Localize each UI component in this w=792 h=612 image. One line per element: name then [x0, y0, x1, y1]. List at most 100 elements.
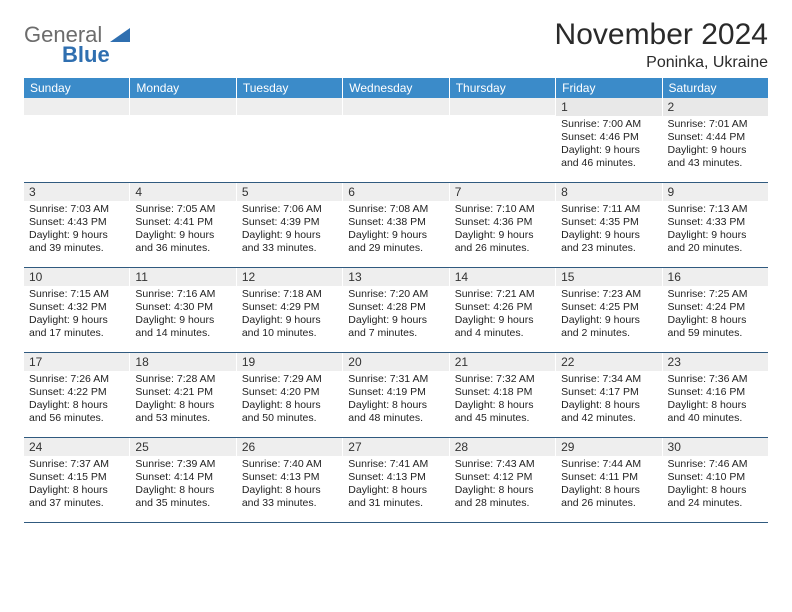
- daylight-text: Daylight: 8 hours and 24 minutes.: [668, 484, 763, 510]
- day-cell: 27Sunrise: 7:41 AMSunset: 4:13 PMDayligh…: [343, 438, 449, 522]
- day-number: 15: [556, 268, 661, 286]
- sunset-text: Sunset: 4:18 PM: [455, 386, 550, 399]
- sunset-text: Sunset: 4:19 PM: [348, 386, 443, 399]
- sunset-text: Sunset: 4:17 PM: [561, 386, 656, 399]
- week-row: 10Sunrise: 7:15 AMSunset: 4:32 PMDayligh…: [24, 268, 768, 353]
- day-number: 25: [130, 438, 235, 456]
- sunrise-text: Sunrise: 7:26 AM: [29, 373, 124, 386]
- daylight-text: Daylight: 9 hours and 29 minutes.: [348, 229, 443, 255]
- sunrise-text: Sunrise: 7:34 AM: [561, 373, 656, 386]
- sunset-text: Sunset: 4:41 PM: [135, 216, 230, 229]
- day-number: 26: [237, 438, 342, 456]
- sunset-text: Sunset: 4:30 PM: [135, 301, 230, 314]
- day-body: Sunrise: 7:40 AMSunset: 4:13 PMDaylight:…: [237, 456, 342, 515]
- daylight-text: Daylight: 9 hours and 36 minutes.: [135, 229, 230, 255]
- daylight-text: Daylight: 8 hours and 31 minutes.: [348, 484, 443, 510]
- day-body: Sunrise: 7:10 AMSunset: 4:36 PMDaylight:…: [450, 201, 555, 260]
- sunrise-text: Sunrise: 7:37 AM: [29, 458, 124, 471]
- day-number: 19: [237, 353, 342, 371]
- day-body: Sunrise: 7:00 AMSunset: 4:46 PMDaylight:…: [556, 116, 661, 175]
- sunrise-text: Sunrise: 7:20 AM: [348, 288, 443, 301]
- day-number: 27: [343, 438, 448, 456]
- day-cell: 8Sunrise: 7:11 AMSunset: 4:35 PMDaylight…: [556, 183, 662, 267]
- sunrise-text: Sunrise: 7:10 AM: [455, 203, 550, 216]
- location: Poninka, Ukraine: [555, 54, 768, 72]
- sunrise-text: Sunrise: 7:06 AM: [242, 203, 337, 216]
- sunset-text: Sunset: 4:20 PM: [242, 386, 337, 399]
- day-cell: 24Sunrise: 7:37 AMSunset: 4:15 PMDayligh…: [24, 438, 130, 522]
- day-cell: 13Sunrise: 7:20 AMSunset: 4:28 PMDayligh…: [343, 268, 449, 352]
- day-cell: [237, 98, 343, 182]
- day-number: 12: [237, 268, 342, 286]
- sunset-text: Sunset: 4:24 PM: [668, 301, 763, 314]
- day-number: [130, 98, 235, 115]
- day-number: [237, 98, 342, 115]
- day-cell: 3Sunrise: 7:03 AMSunset: 4:43 PMDaylight…: [24, 183, 130, 267]
- sunrise-text: Sunrise: 7:00 AM: [561, 118, 656, 131]
- day-cell: [450, 98, 556, 182]
- sunset-text: Sunset: 4:13 PM: [348, 471, 443, 484]
- daylight-text: Daylight: 8 hours and 35 minutes.: [135, 484, 230, 510]
- day-body: Sunrise: 7:21 AMSunset: 4:26 PMDaylight:…: [450, 286, 555, 345]
- day-body: Sunrise: 7:05 AMSunset: 4:41 PMDaylight:…: [130, 201, 235, 260]
- day-cell: 17Sunrise: 7:26 AMSunset: 4:22 PMDayligh…: [24, 353, 130, 437]
- daylight-text: Daylight: 9 hours and 23 minutes.: [561, 229, 656, 255]
- daylight-text: Daylight: 9 hours and 10 minutes.: [242, 314, 337, 340]
- title-block: November 2024 Poninka, Ukraine: [555, 18, 768, 72]
- sunset-text: Sunset: 4:16 PM: [668, 386, 763, 399]
- brand-logo: General Blue: [24, 18, 130, 66]
- sunset-text: Sunset: 4:26 PM: [455, 301, 550, 314]
- days-of-week-row: SundayMondayTuesdayWednesdayThursdayFrid…: [24, 78, 768, 98]
- day-cell: 19Sunrise: 7:29 AMSunset: 4:20 PMDayligh…: [237, 353, 343, 437]
- day-body: Sunrise: 7:03 AMSunset: 4:43 PMDaylight:…: [24, 201, 129, 260]
- day-cell: 21Sunrise: 7:32 AMSunset: 4:18 PMDayligh…: [450, 353, 556, 437]
- day-cell: 14Sunrise: 7:21 AMSunset: 4:26 PMDayligh…: [450, 268, 556, 352]
- week-row: 24Sunrise: 7:37 AMSunset: 4:15 PMDayligh…: [24, 438, 768, 523]
- day-cell: 5Sunrise: 7:06 AMSunset: 4:39 PMDaylight…: [237, 183, 343, 267]
- day-body: Sunrise: 7:18 AMSunset: 4:29 PMDaylight:…: [237, 286, 342, 345]
- day-number: 30: [663, 438, 768, 456]
- sunrise-text: Sunrise: 7:13 AM: [668, 203, 763, 216]
- day-number: 9: [663, 183, 768, 201]
- daylight-text: Daylight: 8 hours and 50 minutes.: [242, 399, 337, 425]
- day-body: Sunrise: 7:25 AMSunset: 4:24 PMDaylight:…: [663, 286, 768, 345]
- sunset-text: Sunset: 4:21 PM: [135, 386, 230, 399]
- sunrise-text: Sunrise: 7:36 AM: [668, 373, 763, 386]
- dow-cell: Wednesday: [343, 78, 449, 98]
- day-number: [343, 98, 448, 115]
- daylight-text: Daylight: 8 hours and 53 minutes.: [135, 399, 230, 425]
- sunrise-text: Sunrise: 7:03 AM: [29, 203, 124, 216]
- day-number: 22: [556, 353, 661, 371]
- day-cell: 11Sunrise: 7:16 AMSunset: 4:30 PMDayligh…: [130, 268, 236, 352]
- day-body: Sunrise: 7:46 AMSunset: 4:10 PMDaylight:…: [663, 456, 768, 515]
- day-body: Sunrise: 7:16 AMSunset: 4:30 PMDaylight:…: [130, 286, 235, 345]
- daylight-text: Daylight: 8 hours and 59 minutes.: [668, 314, 763, 340]
- daylight-text: Daylight: 8 hours and 45 minutes.: [455, 399, 550, 425]
- day-cell: 1Sunrise: 7:00 AMSunset: 4:46 PMDaylight…: [556, 98, 662, 182]
- dow-cell: Sunday: [24, 78, 130, 98]
- sunset-text: Sunset: 4:38 PM: [348, 216, 443, 229]
- day-body: Sunrise: 7:44 AMSunset: 4:11 PMDaylight:…: [556, 456, 661, 515]
- sunset-text: Sunset: 4:44 PM: [668, 131, 763, 144]
- day-cell: 22Sunrise: 7:34 AMSunset: 4:17 PMDayligh…: [556, 353, 662, 437]
- sunset-text: Sunset: 4:10 PM: [668, 471, 763, 484]
- sunrise-text: Sunrise: 7:32 AM: [455, 373, 550, 386]
- sunrise-text: Sunrise: 7:23 AM: [561, 288, 656, 301]
- sunset-text: Sunset: 4:13 PM: [242, 471, 337, 484]
- sunset-text: Sunset: 4:25 PM: [561, 301, 656, 314]
- daylight-text: Daylight: 8 hours and 33 minutes.: [242, 484, 337, 510]
- day-cell: 25Sunrise: 7:39 AMSunset: 4:14 PMDayligh…: [130, 438, 236, 522]
- day-body: Sunrise: 7:01 AMSunset: 4:44 PMDaylight:…: [663, 116, 768, 175]
- day-cell: 16Sunrise: 7:25 AMSunset: 4:24 PMDayligh…: [663, 268, 768, 352]
- calendar: SundayMondayTuesdayWednesdayThursdayFrid…: [24, 78, 768, 523]
- sunrise-text: Sunrise: 7:11 AM: [561, 203, 656, 216]
- day-cell: 23Sunrise: 7:36 AMSunset: 4:16 PMDayligh…: [663, 353, 768, 437]
- day-body: Sunrise: 7:29 AMSunset: 4:20 PMDaylight:…: [237, 371, 342, 430]
- week-row: 17Sunrise: 7:26 AMSunset: 4:22 PMDayligh…: [24, 353, 768, 438]
- day-number: 3: [24, 183, 129, 201]
- day-number: 29: [556, 438, 661, 456]
- daylight-text: Daylight: 9 hours and 2 minutes.: [561, 314, 656, 340]
- sunset-text: Sunset: 4:15 PM: [29, 471, 124, 484]
- sunset-text: Sunset: 4:43 PM: [29, 216, 124, 229]
- day-cell: [24, 98, 130, 182]
